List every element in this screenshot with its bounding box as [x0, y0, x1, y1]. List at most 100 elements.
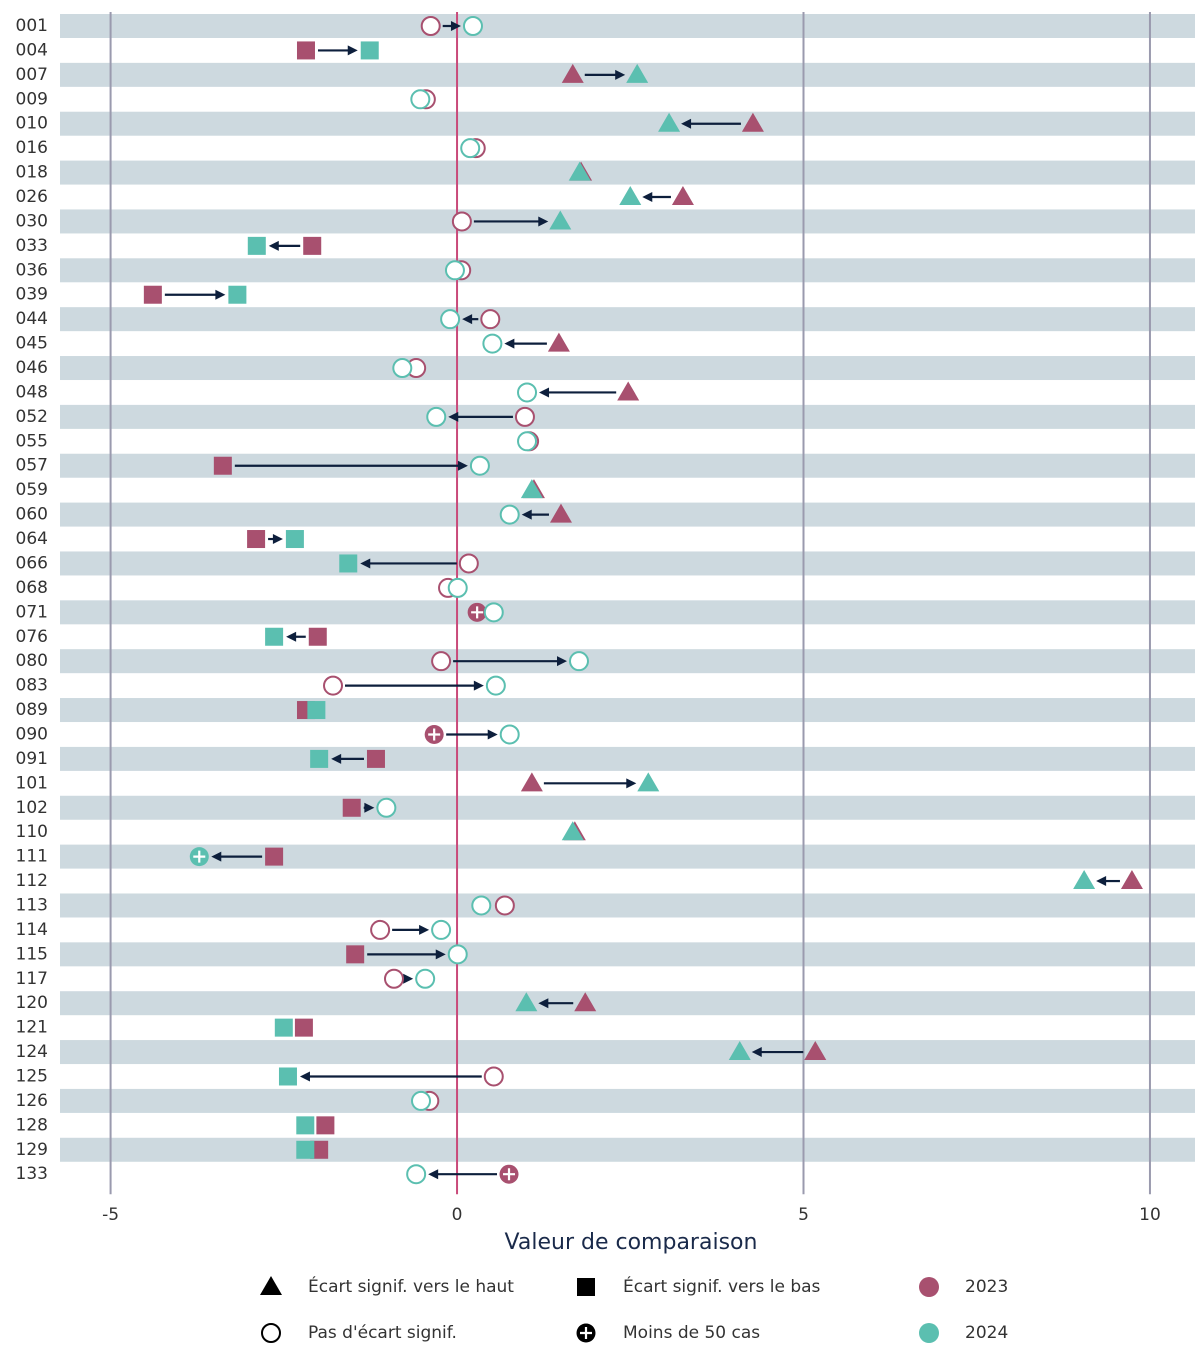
y-tick-label: 114 [16, 920, 48, 940]
row-stripe [60, 1137, 1195, 1162]
row-stripe [60, 600, 1195, 625]
row-stripe [60, 62, 1195, 87]
triangle-marker [617, 381, 640, 401]
circle-marker [462, 16, 483, 36]
plus-marker [467, 602, 487, 622]
triangle-marker [741, 112, 764, 132]
y-tick-label: 113 [16, 895, 48, 915]
row-stripe [60, 160, 1195, 185]
y-tick-label: 033 [16, 236, 48, 256]
circle-marker [499, 504, 520, 525]
square-marker [213, 456, 232, 475]
triangle-marker [804, 1041, 827, 1061]
row-stripe [60, 795, 1195, 820]
plus-cross [503, 1168, 516, 1181]
triangle-marker [549, 503, 572, 523]
plus-marker [424, 724, 444, 744]
row-stripe [60, 502, 1195, 527]
row-stripe [60, 942, 1195, 967]
plus-marker [576, 1323, 596, 1343]
row-stripe [60, 356, 1195, 381]
circle-marker [485, 675, 506, 696]
row-stripe [60, 1040, 1195, 1065]
legend-label: Écart signif. vers le bas [623, 1275, 821, 1297]
triangle-marker [619, 186, 642, 206]
row-stripe [60, 551, 1195, 576]
circle-marker [469, 455, 490, 476]
y-tick-label: 101 [16, 773, 48, 793]
arrow-head [450, 21, 461, 31]
y-tick-label: 045 [16, 334, 48, 354]
y-tick-label: 068 [16, 578, 48, 598]
y-tick-label: 055 [16, 431, 48, 451]
arrow-head [521, 509, 532, 520]
y-tick-label: 124 [16, 1042, 48, 1062]
arrow-head [268, 240, 279, 251]
y-tick-label: 064 [16, 529, 48, 549]
row-stripe [60, 893, 1195, 918]
square-marker [342, 798, 361, 817]
triangle-marker [520, 479, 543, 499]
circle-marker [447, 944, 468, 965]
triangle-marker [1120, 870, 1143, 890]
y-tick-label: 110 [16, 822, 48, 842]
y-tick-label: 030 [16, 211, 48, 231]
circle-marker [460, 138, 481, 159]
y-tick-label: 115 [16, 944, 48, 964]
square-marker [247, 530, 266, 549]
arrow-head [435, 949, 446, 960]
y-tick-label: 083 [16, 676, 48, 696]
x-tick-label: 5 [798, 1205, 809, 1225]
triangle-marker [547, 332, 570, 352]
square-marker [285, 530, 304, 549]
y-tick-label: 039 [16, 285, 48, 305]
arrow-head [539, 387, 550, 398]
x-tick-label: -5 [102, 1205, 119, 1225]
triangle-marker [658, 112, 681, 132]
y-tick-label: 128 [16, 1115, 48, 1135]
y-tick-label: 046 [16, 358, 48, 378]
row-stripe [60, 991, 1195, 1016]
row-stripe [60, 404, 1195, 429]
plus-marker [499, 1164, 519, 1184]
y-tick-label: 080 [16, 651, 48, 671]
y-tick-label: 090 [16, 724, 48, 744]
arrow-head [538, 998, 549, 1009]
triangle-marker [549, 210, 572, 230]
circle-marker [483, 602, 504, 623]
x-tick-label: 10 [1139, 1205, 1161, 1225]
circle-marker [480, 309, 501, 330]
triangle-marker [637, 772, 660, 792]
square-marker [316, 1116, 335, 1135]
triangle-marker [260, 1276, 282, 1295]
circle-marker [517, 431, 538, 452]
triangle-marker [671, 186, 694, 206]
circle-marker [410, 89, 431, 110]
y-tick-label: 007 [16, 65, 48, 85]
plus-cross [193, 850, 206, 863]
arrow-head [211, 851, 222, 862]
arrow-head [462, 314, 473, 325]
plus-cross [428, 728, 441, 741]
circle-marker [471, 895, 492, 916]
circle-marker [482, 333, 503, 354]
arrow-head [403, 973, 414, 984]
square-marker [296, 41, 315, 60]
square-marker [247, 236, 266, 255]
arrow-head [457, 460, 468, 471]
circle-marker [568, 651, 589, 672]
y-tick-label: 044 [16, 309, 48, 329]
triangle-marker [574, 992, 597, 1012]
circle-marker [411, 1090, 432, 1111]
arrow-head [556, 656, 567, 667]
y-tick-label: 133 [16, 1164, 48, 1184]
row-stripe [60, 14, 1195, 38]
y-tick-label: 016 [16, 138, 48, 158]
square-marker [294, 1018, 313, 1037]
plus-marker [189, 847, 209, 867]
plus-cross [580, 1327, 592, 1339]
arrow-head [448, 411, 459, 422]
arrow-head [626, 778, 637, 789]
y-tick-label: 126 [16, 1091, 48, 1111]
arrow-head [504, 338, 515, 349]
